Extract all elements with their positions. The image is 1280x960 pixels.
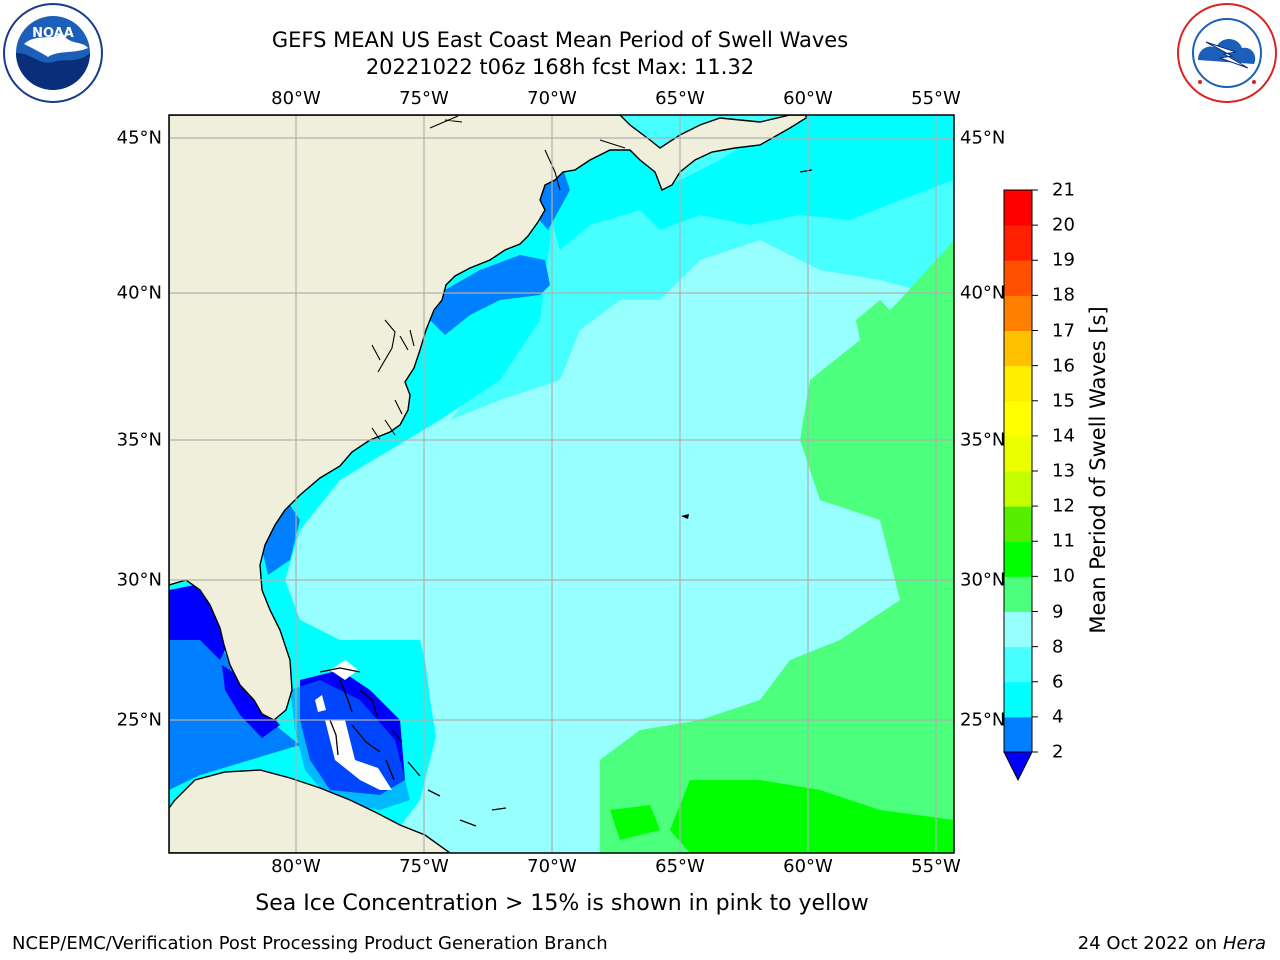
colorbar-tick-label: 9 bbox=[1052, 601, 1064, 622]
colorbar-segment bbox=[1004, 330, 1032, 367]
lat-label-right: 35°N bbox=[960, 429, 1006, 451]
nws-logo-icon bbox=[1176, 2, 1278, 108]
colorbar-segment bbox=[1004, 225, 1032, 261]
land-bahamas-east bbox=[359, 689, 507, 827]
field-4-6-north bbox=[540, 115, 954, 250]
colorbar-title: Mean Period of Swell Waves [s] bbox=[1086, 306, 1110, 634]
field-8-9-southeast bbox=[410, 420, 800, 760]
lon-label-bot: 55°W bbox=[911, 856, 961, 877]
lon-label-top: 60°W bbox=[783, 88, 833, 109]
lat-label-left: 35°N bbox=[116, 429, 162, 451]
colorbar-tick-label: 12 bbox=[1052, 495, 1075, 517]
colorbar-tick-label: 15 bbox=[1052, 390, 1075, 412]
colorbar-segment bbox=[1004, 400, 1032, 437]
colorbar-segment bbox=[1004, 295, 1032, 331]
colorbar-segment bbox=[1004, 190, 1032, 226]
chart-title: GEFS MEAN US East Coast Mean Period of S… bbox=[271, 28, 849, 52]
colorbar-segment bbox=[1004, 506, 1032, 542]
colorbar-tick-label: 6 bbox=[1052, 671, 1064, 693]
lon-label-bot: 70°W bbox=[527, 856, 577, 877]
lat-label-right: 40°N bbox=[960, 282, 1006, 304]
colorbar-tick-label: 16 bbox=[1052, 355, 1075, 377]
colorbar-tick-label: 8 bbox=[1052, 636, 1064, 658]
field-9-10-east bbox=[600, 240, 954, 853]
colorbar-tick-label: 19 bbox=[1052, 249, 1075, 271]
lat-label-left: 40°N bbox=[116, 282, 162, 304]
sea-ice-note: Sea Ice Concentration > 15% is shown in … bbox=[255, 891, 869, 916]
lon-label-bot: 60°W bbox=[783, 856, 833, 877]
lon-label-bot: 75°W bbox=[399, 856, 449, 877]
colorbar-segment bbox=[1004, 365, 1032, 402]
colorbar-segment bbox=[1004, 611, 1032, 648]
footer-machine: Hera bbox=[1222, 933, 1266, 954]
land-sable-island bbox=[799, 169, 813, 173]
shallow-bank-great-bahama bbox=[325, 720, 392, 790]
shallow-bank-andros bbox=[315, 695, 326, 712]
colorbar-tick-label: 17 bbox=[1052, 320, 1075, 341]
colorbar-tick-label: 13 bbox=[1052, 460, 1075, 482]
colorbar-tick-label: 4 bbox=[1052, 706, 1064, 728]
colorbar-segment bbox=[1004, 646, 1032, 683]
field-9-10-patch bbox=[856, 300, 900, 340]
field-2-4-carolina bbox=[260, 505, 300, 575]
lon-label-top: 70°W bbox=[527, 88, 577, 109]
lat-label-right: 25°N bbox=[960, 709, 1006, 731]
gridlines bbox=[169, 115, 954, 853]
lat-label-left: 45°N bbox=[116, 127, 162, 149]
lat-label-left: 25°N bbox=[116, 709, 162, 731]
field-2-4-mid-atlantic bbox=[430, 255, 550, 335]
chart-subtitle: 20221022 t06z 168h fcst Max: 11.32 bbox=[365, 55, 755, 79]
noaa-logo-icon: NOAA bbox=[2, 2, 104, 108]
land-bahamas-andros bbox=[329, 719, 441, 797]
colorbar-tick-label: 20 bbox=[1052, 214, 1075, 236]
lon-label-top: 65°W bbox=[655, 88, 705, 109]
field-2-4-gulf bbox=[169, 635, 300, 790]
colorbar-segment bbox=[1004, 260, 1032, 296]
colorbar-segment bbox=[1004, 471, 1032, 507]
colorbar-extend-triangle bbox=[1003, 751, 1033, 782]
colorbar-tick-label: 2 bbox=[1052, 741, 1064, 763]
land-cuba bbox=[169, 769, 452, 853]
colorbar-tick-label: 18 bbox=[1052, 284, 1075, 306]
lat-label-right: 30°N bbox=[960, 569, 1006, 591]
land-bermuda bbox=[681, 514, 689, 519]
lon-label-top: 55°W bbox=[911, 88, 961, 109]
land-north-america bbox=[169, 115, 807, 721]
coast-details bbox=[371, 115, 626, 441]
colorbar bbox=[1003, 189, 1038, 782]
lon-label-top: 80°W bbox=[271, 88, 321, 109]
colorbar-segment bbox=[1004, 716, 1032, 753]
footer-date: 24 Oct 2022 on Hera bbox=[1078, 933, 1266, 954]
map-frame bbox=[168, 114, 955, 854]
lon-label-bot: 65°W bbox=[655, 856, 705, 877]
lat-label-left: 30°N bbox=[116, 569, 162, 591]
shallow-bank-little-bahama bbox=[330, 660, 358, 680]
map-panel bbox=[169, 115, 954, 853]
lat-label-right: 45°N bbox=[960, 127, 1006, 149]
colorbar-tick-label: 21 bbox=[1052, 179, 1075, 201]
field-10-11-core bbox=[670, 780, 954, 853]
footer-date-text: 24 Oct 2022 on bbox=[1077, 933, 1218, 954]
noaa-logo-text: NOAA bbox=[32, 26, 74, 41]
colorbar-segment bbox=[1004, 541, 1032, 577]
lon-label-bot: 80°W bbox=[271, 856, 321, 877]
colorbar-segment bbox=[1004, 435, 1032, 472]
colorbar-tick-label: 10 bbox=[1052, 565, 1075, 587]
colorbar-segment bbox=[1004, 681, 1032, 718]
field-10-11-small bbox=[610, 805, 660, 840]
colorbar-segment bbox=[1004, 576, 1032, 612]
lon-label-top: 75°W bbox=[399, 88, 449, 109]
colorbar-tick-label: 14 bbox=[1052, 425, 1075, 447]
colorbar-tick-label: 11 bbox=[1052, 530, 1075, 552]
field-0-2-gulf bbox=[169, 585, 225, 660]
footer-branch: NCEP/EMC/Verification Post Processing Pr… bbox=[12, 933, 608, 954]
land-bahamas-grand bbox=[319, 667, 361, 713]
